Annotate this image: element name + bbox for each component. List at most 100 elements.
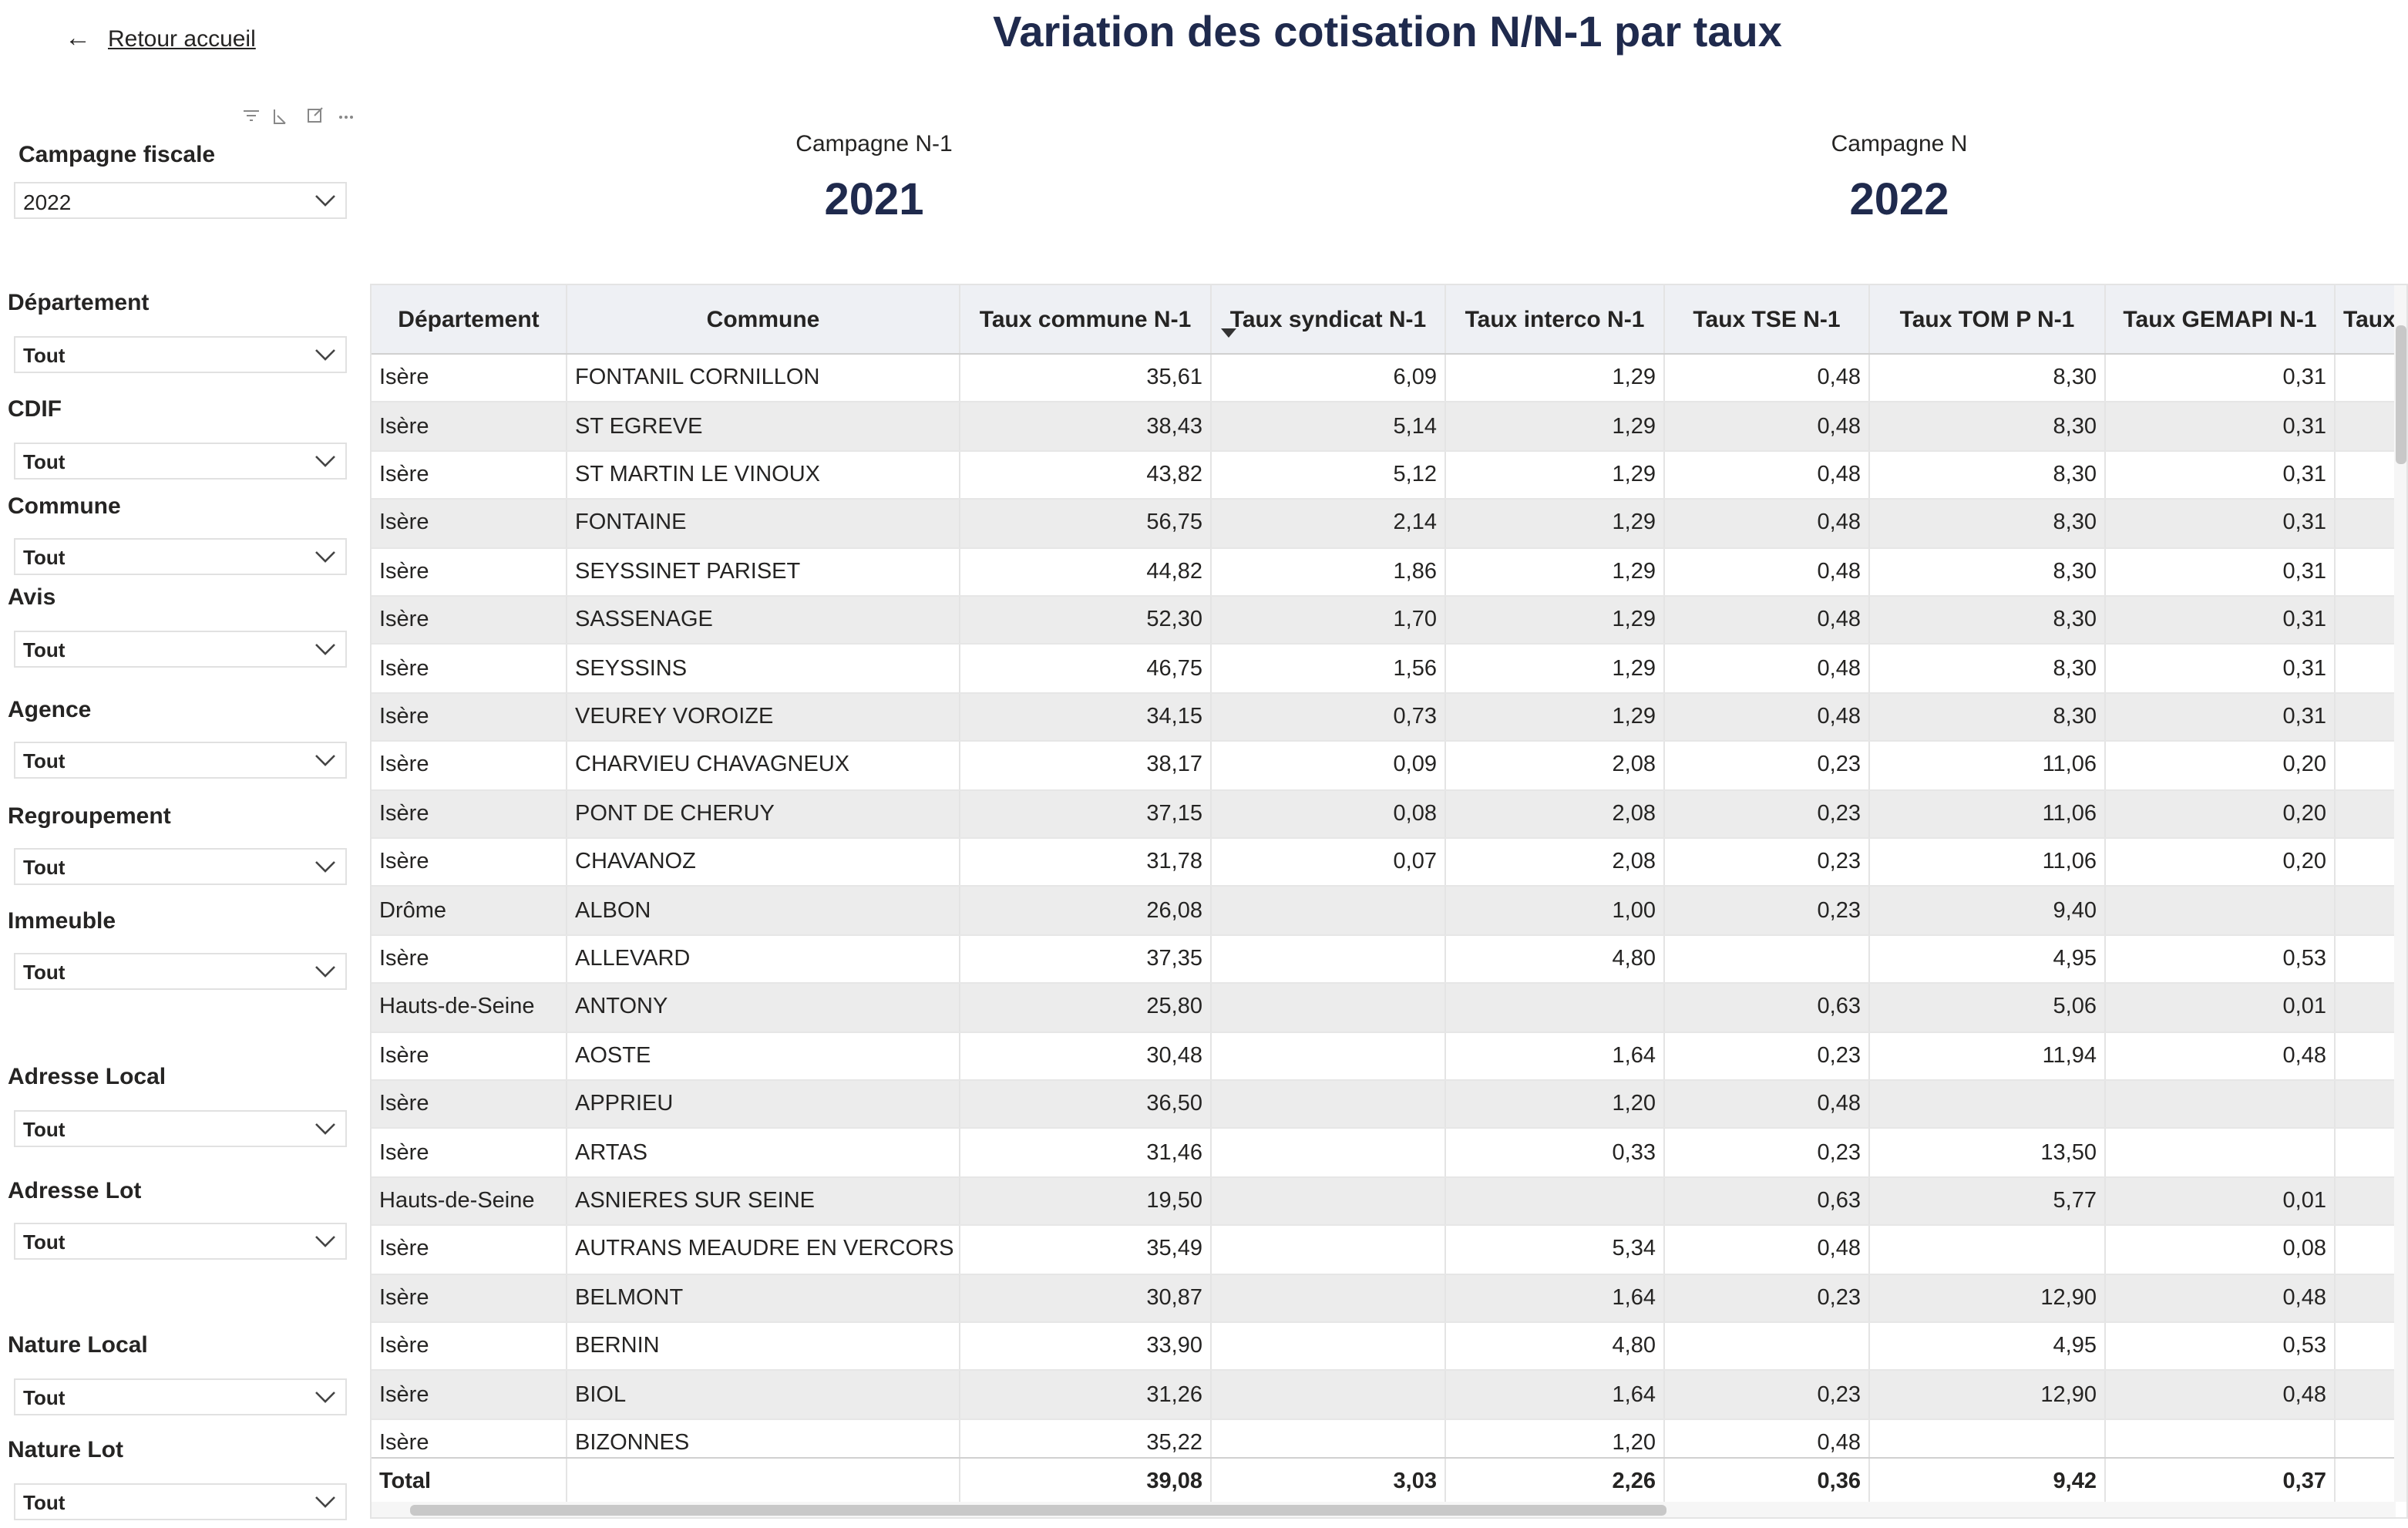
table-row[interactable]: Isère ARTAS 31,46 0,33 0,23 13,50 (372, 1129, 2396, 1178)
table-cell: Isère (372, 1032, 567, 1079)
dropdown[interactable]: Tout (14, 742, 347, 779)
table-row[interactable]: Isère SEYSSINET PARISET 44,82 1,86 1,29 0,48 8… (372, 548, 2396, 597)
table-cell: 1,70 (1212, 597, 1446, 644)
dropdown[interactable]: Tout (14, 631, 347, 668)
table-cell: 0,31 (2106, 451, 2336, 499)
table-row[interactable]: Isère BERNIN 33,90 4,80 4,95 0,53 (372, 1323, 2396, 1371)
dropdown[interactable]: Tout (14, 1110, 347, 1147)
table-cell: Isère (372, 402, 567, 450)
table-row[interactable]: Isère VEUREY VOROIZE 34,15 0,73 1,29 0,48 8,30… (372, 693, 2396, 742)
dropdown[interactable]: Tout (14, 538, 347, 575)
table-row[interactable]: Hauts-de-Seine ASNIERES SUR SEINE 19,50 0,6… (372, 1177, 2396, 1227)
table-cell: 0,20 (2106, 790, 2336, 837)
table-row[interactable]: Isère BIZONNES 35,22 1,20 0,48 (372, 1419, 2396, 1457)
table-cell: 6,09 (1212, 355, 1446, 402)
table-cell: 0,36 (1665, 1459, 1870, 1503)
table-cell (2336, 403, 2396, 450)
table-row[interactable]: Drôme ALBON 26,08 1,00 0,23 9,40 (372, 887, 2396, 936)
table-cell: 0,48 (1665, 451, 1870, 499)
dropdown[interactable]: 2022 (14, 182, 347, 219)
chevron (315, 1496, 335, 1508)
table-cell: 56,75 (960, 500, 1212, 547)
dropdown[interactable]: Tout (14, 1223, 347, 1260)
table-row[interactable]: Isère APPRIEU 36,50 1,20 0,48 (372, 1081, 2396, 1129)
column-header[interactable]: Commune (567, 285, 960, 353)
table-row[interactable]: Isère FONTANIL CORNILLON 35,61 6,09 1,29 0,48… (372, 355, 2396, 403)
table-cell (2336, 839, 2396, 886)
column-header[interactable]: Taux commune N-1 (960, 285, 1212, 353)
table-cell (2336, 1032, 2396, 1079)
table-cell: 0,48 (1665, 402, 1870, 450)
table-cell: 0,33 (1446, 1129, 1665, 1176)
column-header[interactable]: Taux (2336, 285, 2406, 353)
table-row[interactable]: Isère ALLEVARD 37,35 4,80 4,95 0,53 (372, 935, 2396, 984)
table-cell (1212, 1226, 1446, 1274)
table-cell: 0,31 (2106, 645, 2336, 692)
table-cell: 0,48 (1665, 1081, 1870, 1128)
back-arrow[interactable]: ← (65, 23, 91, 52)
table-cell: ALLEVARD (567, 935, 960, 983)
column-header[interactable]: Taux syndicat N-1 (1212, 285, 1446, 353)
scrollbar-thumb[interactable] (410, 1505, 1666, 1516)
table-cell: VEUREY VOROIZE (567, 693, 960, 741)
table-row[interactable]: Hauts-de-Seine ANTONY 25,80 0,63 5,06 0,01 (372, 984, 2396, 1033)
table-cell (1212, 1419, 1446, 1457)
table-row[interactable]: Isère CHARVIEU CHAVAGNEUX 38,17 0,09 2,08 0,2… (372, 742, 2396, 791)
dropdown[interactable]: Tout (14, 336, 347, 373)
table-row[interactable]: Isère PONT DE CHERUY 37,15 0,08 2,08 0,23 11,0… (372, 790, 2396, 839)
table-cell: Isère (372, 790, 567, 837)
table-row[interactable]: Isère BELMONT 30,87 1,64 0,23 12,90 0,48 (372, 1274, 2396, 1323)
table-cell: BIZONNES (567, 1419, 960, 1457)
column-header[interactable]: Taux TOM P N-1 (1870, 285, 2106, 353)
table-cell: FONTANIL CORNILLON (567, 355, 960, 402)
column-header[interactable]: Taux interco N-1 (1446, 285, 1665, 353)
table-cell: 0,31 (2106, 693, 2336, 741)
table-header: Département Commune Taux commune N-1 Taux s… (372, 285, 2406, 355)
table-cell (1212, 1323, 1446, 1370)
table-cell (1870, 1226, 2106, 1274)
dropdown[interactable]: Tout (14, 953, 347, 990)
table-cell: 8,30 (1870, 597, 2106, 644)
vertical-scrollbar[interactable] (2394, 285, 2406, 1502)
table-cell (2106, 1129, 2336, 1176)
table-row[interactable]: Isère ST EGREVE 38,43 5,14 1,29 0,48 8,30 0,31 (372, 402, 2396, 452)
table-cell: 0,63 (1665, 1177, 1870, 1225)
table-row[interactable]: Isère AUTRANS MEAUDRE EN VERCORS 35,49 5,34… (372, 1226, 2396, 1275)
table-cell: 5,12 (1212, 451, 1446, 499)
table-cell: 8,30 (1870, 693, 2106, 741)
dropdown[interactable]: Tout (14, 1378, 347, 1415)
dropdown[interactable]: Tout (14, 443, 347, 480)
table-row[interactable]: Isère SASSENAGE 52,30 1,70 1,29 0,48 8,30 0,31 (372, 597, 2396, 645)
table-cell: ANTONY (567, 984, 960, 1032)
table-cell: 2,08 (1446, 839, 1665, 886)
table-cell (2106, 1081, 2336, 1128)
table-cell: 12,90 (1870, 1371, 2106, 1419)
dropdown-value: Tout (23, 749, 66, 772)
back-link[interactable]: Retour accueil (108, 26, 256, 52)
column-header[interactable]: Département (372, 285, 567, 353)
column-header[interactable]: Taux TSE N-1 (1665, 285, 1870, 353)
table-cell: BIOL (567, 1371, 960, 1419)
table-cell: 1,64 (1446, 1371, 1665, 1419)
table-row[interactable]: Isère AOSTE 30,48 1,64 0,23 11,94 0,48 (372, 1032, 2396, 1081)
table-row[interactable]: Isère BIOL 31,26 1,64 0,23 12,90 0,48 (372, 1371, 2396, 1420)
table-row[interactable]: Isère SEYSSINS 46,75 1,56 1,29 0,48 8,30 0,31 (372, 645, 2396, 694)
table-cell (2336, 1371, 2396, 1419)
column-header[interactable]: Taux GEMAPI N-1 (2106, 285, 2336, 353)
scrollbar-thumb[interactable] (2396, 325, 2406, 464)
chevron (315, 349, 335, 361)
chevron (315, 644, 335, 655)
dropdown[interactable]: Tout (14, 848, 347, 885)
table-cell: 1,29 (1446, 548, 1665, 595)
table-cell: Isère (372, 1129, 567, 1176)
dropdown[interactable]: Tout (14, 1483, 347, 1520)
table-cell (1212, 1371, 1446, 1419)
chevron (315, 1236, 335, 1247)
table-cell (2336, 1226, 2396, 1273)
table-row[interactable]: Isère CHAVANOZ 31,78 0,07 2,08 0,23 11,06 0,20 (372, 839, 2396, 887)
table-row[interactable]: Isère ST MARTIN LE VINOUX 43,82 5,12 1,29 0,4… (372, 451, 2396, 500)
filter-label: Commune (8, 493, 121, 520)
table-row[interactable]: Isère FONTAINE 56,75 2,14 1,29 0,48 8,30 0,31 (372, 500, 2396, 549)
table-cell (2336, 452, 2396, 499)
table-cell (1446, 1177, 1665, 1225)
